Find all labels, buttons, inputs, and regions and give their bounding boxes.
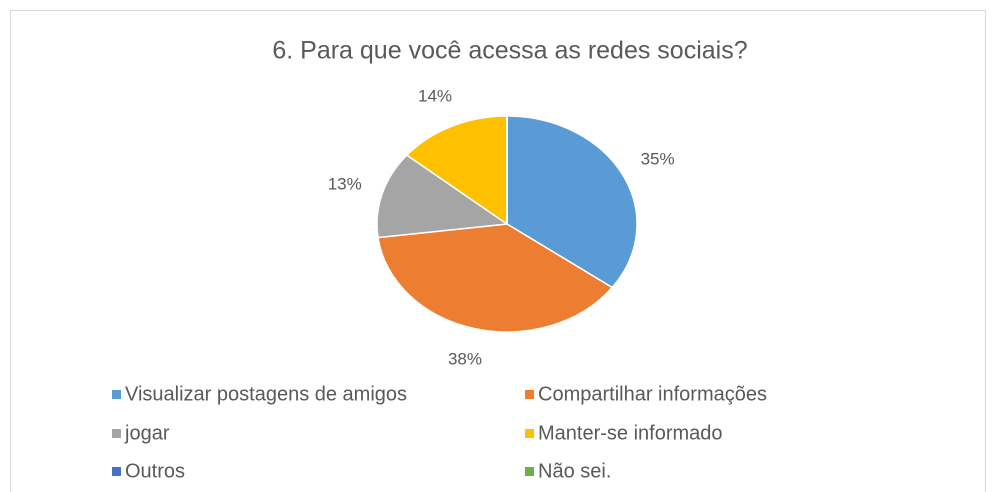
legend-marker (112, 467, 121, 476)
legend-marker (112, 390, 121, 399)
pie-slice (377, 223, 614, 333)
pie-slice (506, 115, 638, 289)
legend-label: Compartilhar informações (538, 383, 767, 405)
legend-marker (525, 467, 534, 476)
legend-label: Manter-se informado (538, 422, 723, 444)
legend-marker (112, 429, 121, 438)
data-label: 35% (641, 150, 675, 169)
pie-slice (376, 154, 510, 239)
data-label: 38% (448, 349, 482, 368)
legend-label: Visualizar postagens de amigos (125, 383, 407, 405)
data-label: 13% (328, 174, 362, 193)
chart-title: 6. Para que você acessa as redes sociais… (272, 37, 747, 65)
legend-label: Outros (125, 460, 185, 482)
data-label: 14% (418, 86, 452, 105)
pie-slice (405, 115, 508, 226)
legend-label: Não sei. (538, 460, 611, 482)
legend-marker (525, 429, 534, 438)
legend-marker (525, 390, 534, 399)
legend-label: jogar (124, 422, 170, 444)
